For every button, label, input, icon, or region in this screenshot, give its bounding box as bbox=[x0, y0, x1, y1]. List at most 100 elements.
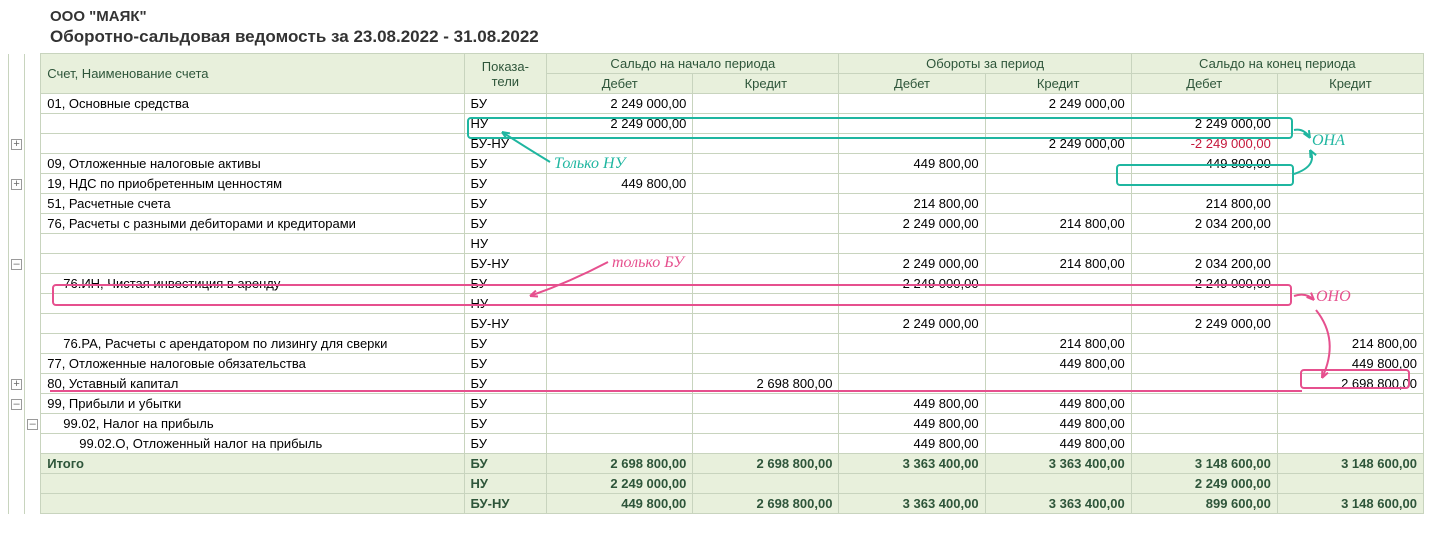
value-cell: 2 698 800,00 bbox=[693, 494, 839, 514]
value-cell: 449 800,00 bbox=[1277, 354, 1423, 374]
table-row[interactable]: НУ bbox=[9, 234, 1424, 254]
table-row[interactable]: 01, Основные средстваБУ2 249 000,002 249… bbox=[9, 94, 1424, 114]
value-cell bbox=[1277, 214, 1423, 234]
indicator-cell: БУ bbox=[464, 394, 547, 414]
col-closing-debit[interactable]: Дебет bbox=[1131, 74, 1277, 94]
value-cell bbox=[693, 434, 839, 454]
table-row[interactable]: –99.02, Налог на прибыльБУ449 800,00449 … bbox=[9, 414, 1424, 434]
expand-icon[interactable]: + bbox=[11, 139, 22, 150]
table-row[interactable]: 77, Отложенные налоговые обязательстваБУ… bbox=[9, 354, 1424, 374]
expand-icon[interactable]: + bbox=[11, 379, 22, 390]
value-cell bbox=[693, 474, 839, 494]
value-cell: 214 800,00 bbox=[985, 214, 1131, 234]
value-cell bbox=[1131, 414, 1277, 434]
col-turnover-credit[interactable]: Кредит bbox=[985, 74, 1131, 94]
value-cell bbox=[547, 434, 693, 454]
value-cell bbox=[693, 154, 839, 174]
col-opening-credit[interactable]: Кредит bbox=[693, 74, 839, 94]
report-title: Оборотно-сальдовая ведомость за 23.08.20… bbox=[50, 27, 1424, 47]
value-cell: 3 363 400,00 bbox=[839, 454, 985, 474]
table-row[interactable]: +БУ-НУ2 249 000,00-2 249 000,00 bbox=[9, 134, 1424, 154]
col-indicators[interactable]: Показа- тели bbox=[464, 54, 547, 94]
value-cell: 449 800,00 bbox=[839, 394, 985, 414]
value-cell bbox=[693, 414, 839, 434]
col-closing[interactable]: Сальдо на конец периода bbox=[1131, 54, 1423, 74]
table-row[interactable]: 76.ИН, Чистая инвестиция в арендуБУ2 249… bbox=[9, 274, 1424, 294]
value-cell bbox=[839, 354, 985, 374]
table-row[interactable]: 76.РА, Расчеты с арендатором по лизингу … bbox=[9, 334, 1424, 354]
account-cell: 76.ИН, Чистая инвестиция в аренду bbox=[41, 274, 464, 294]
company-name: ООО "МАЯК" bbox=[50, 8, 1424, 25]
value-cell: 214 800,00 bbox=[985, 334, 1131, 354]
indicator-cell: БУ bbox=[464, 274, 547, 294]
value-cell bbox=[985, 194, 1131, 214]
indicator-cell: БУ-НУ bbox=[464, 494, 547, 514]
table-row[interactable]: 99.02.О, Отложенный налог на прибыльБУ44… bbox=[9, 434, 1424, 454]
value-cell bbox=[693, 174, 839, 194]
value-cell bbox=[1131, 354, 1277, 374]
value-cell: 449 800,00 bbox=[985, 354, 1131, 374]
value-cell bbox=[693, 234, 839, 254]
value-cell: 2 249 000,00 bbox=[547, 474, 693, 494]
collapse-icon[interactable]: – bbox=[11, 399, 22, 410]
value-cell bbox=[693, 114, 839, 134]
value-cell bbox=[839, 474, 985, 494]
indicator-cell: НУ bbox=[464, 474, 547, 494]
value-cell bbox=[985, 174, 1131, 194]
value-cell: 214 800,00 bbox=[1277, 334, 1423, 354]
table-row[interactable]: 09, Отложенные налоговые активыБУ449 800… bbox=[9, 154, 1424, 174]
account-cell bbox=[41, 234, 464, 254]
balance-sheet-table: Счет, Наименование счета Показа- тели Са… bbox=[8, 53, 1424, 514]
value-cell bbox=[1277, 474, 1423, 494]
collapse-icon[interactable]: – bbox=[27, 419, 38, 430]
value-cell bbox=[547, 254, 693, 274]
value-cell bbox=[693, 314, 839, 334]
table-row[interactable]: –БУ-НУ2 249 000,00214 800,002 034 200,00 bbox=[9, 254, 1424, 274]
value-cell: -2 249 000,00 bbox=[1131, 134, 1277, 154]
value-cell bbox=[1277, 154, 1423, 174]
table-row[interactable]: 76, Расчеты с разными дебиторами и креди… bbox=[9, 214, 1424, 234]
table-row[interactable]: –99, Прибыли и убыткиБУ449 800,00449 800… bbox=[9, 394, 1424, 414]
account-cell bbox=[41, 314, 464, 334]
indicator-cell: БУ bbox=[464, 334, 547, 354]
value-cell bbox=[1277, 254, 1423, 274]
indicator-cell: БУ bbox=[464, 154, 547, 174]
total-row: НУ2 249 000,002 249 000,00 bbox=[9, 474, 1424, 494]
table-row[interactable]: БУ-НУ2 249 000,002 249 000,00 bbox=[9, 314, 1424, 334]
account-cell: 99.02.О, Отложенный налог на прибыль bbox=[41, 434, 464, 454]
value-cell bbox=[985, 474, 1131, 494]
collapse-icon[interactable]: – bbox=[11, 259, 22, 270]
col-account[interactable]: Счет, Наименование счета bbox=[41, 54, 464, 94]
value-cell bbox=[547, 214, 693, 234]
indicator-cell: НУ bbox=[464, 234, 547, 254]
indicator-cell: БУ bbox=[464, 174, 547, 194]
value-cell: 2 698 800,00 bbox=[693, 454, 839, 474]
col-turnover[interactable]: Обороты за период bbox=[839, 54, 1131, 74]
value-cell bbox=[1277, 94, 1423, 114]
value-cell bbox=[985, 274, 1131, 294]
table-row[interactable]: НУ bbox=[9, 294, 1424, 314]
value-cell: 449 800,00 bbox=[985, 394, 1131, 414]
value-cell: 449 800,00 bbox=[839, 414, 985, 434]
col-closing-credit[interactable]: Кредит bbox=[1277, 74, 1423, 94]
table-row[interactable]: НУ2 249 000,002 249 000,00 bbox=[9, 114, 1424, 134]
value-cell bbox=[1131, 174, 1277, 194]
value-cell: 3 363 400,00 bbox=[839, 494, 985, 514]
table-row[interactable]: +19, НДС по приобретенным ценностямБУ449… bbox=[9, 174, 1424, 194]
account-cell bbox=[41, 114, 464, 134]
value-cell bbox=[693, 294, 839, 314]
value-cell: 3 363 400,00 bbox=[985, 494, 1131, 514]
col-opening[interactable]: Сальдо на начало периода bbox=[547, 54, 839, 74]
value-cell bbox=[693, 354, 839, 374]
table-row[interactable]: 51, Расчетные счетаБУ214 800,00214 800,0… bbox=[9, 194, 1424, 214]
col-opening-debit[interactable]: Дебет bbox=[547, 74, 693, 94]
total-row: БУ-НУ449 800,002 698 800,003 363 400,003… bbox=[9, 494, 1424, 514]
value-cell bbox=[547, 274, 693, 294]
value-cell bbox=[985, 314, 1131, 334]
col-turnover-debit[interactable]: Дебет bbox=[839, 74, 985, 94]
value-cell bbox=[693, 134, 839, 154]
value-cell: 2 249 000,00 bbox=[985, 134, 1131, 154]
value-cell: 2 034 200,00 bbox=[1131, 214, 1277, 234]
value-cell: 449 800,00 bbox=[547, 494, 693, 514]
expand-icon[interactable]: + bbox=[11, 179, 22, 190]
